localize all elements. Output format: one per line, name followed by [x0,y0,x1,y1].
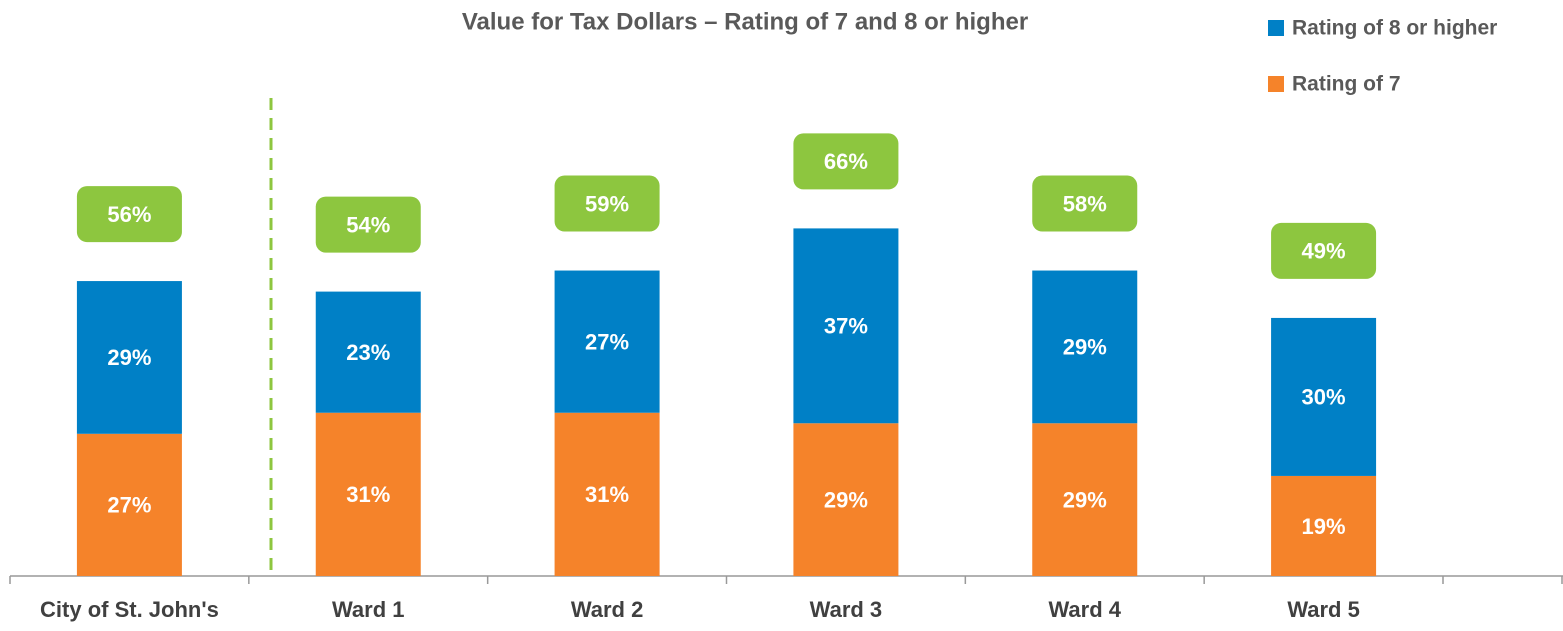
total-box [315,196,421,253]
bar-segment [554,270,660,413]
chart-title: Value for Tax Dollars – Rating of 7 and … [462,8,1028,35]
x-tick-label: Ward 1 [332,597,405,622]
total-box [1032,175,1138,232]
bar-label: 19% [1302,514,1346,539]
bar-segment [1032,270,1138,424]
bar-label: 30% [1302,385,1346,410]
total-box [1271,222,1377,279]
bar-label: 29% [1063,335,1107,360]
bar-label: 29% [107,345,151,370]
total-label: 66% [824,149,868,174]
bar-label: 27% [585,329,629,354]
bar-segment [1271,317,1377,476]
bar-segment [554,412,660,576]
total-box [554,175,660,232]
x-tick-label: Ward 4 [1048,597,1121,622]
total-box [76,186,182,243]
legend-label: Rating of 8 or higher [1292,17,1497,40]
legend-label: Rating of 7 [1292,73,1401,96]
bar-segment [76,281,182,434]
total-label: 58% [1063,191,1107,216]
total-label: 56% [107,202,151,227]
bar-segment [76,433,182,576]
x-tick-label: Ward 2 [571,597,644,622]
bar-label: 29% [824,487,868,512]
bar-label: 31% [585,482,629,507]
total-box [793,133,899,190]
bar-label: 29% [1063,487,1107,512]
total-label: 59% [585,191,629,216]
bar-segment [1271,475,1377,576]
bar-segment [793,228,899,424]
x-tick-label: City of St. John's [40,597,219,622]
bar-segment [793,423,899,576]
bar-segment [315,412,421,576]
bar-label: 31% [346,482,390,507]
bar-segment [315,291,421,413]
x-tick-label: Ward 3 [810,597,883,622]
total-label: 54% [346,212,390,237]
bar-segment [1032,423,1138,576]
x-tick-label: Ward 5 [1287,597,1360,622]
legend-swatch [1268,76,1284,92]
bar-label: 27% [107,493,151,518]
bar-label: 23% [346,340,390,365]
total-label: 49% [1302,239,1346,264]
legend-swatch [1268,20,1284,36]
bar-label: 37% [824,314,868,339]
